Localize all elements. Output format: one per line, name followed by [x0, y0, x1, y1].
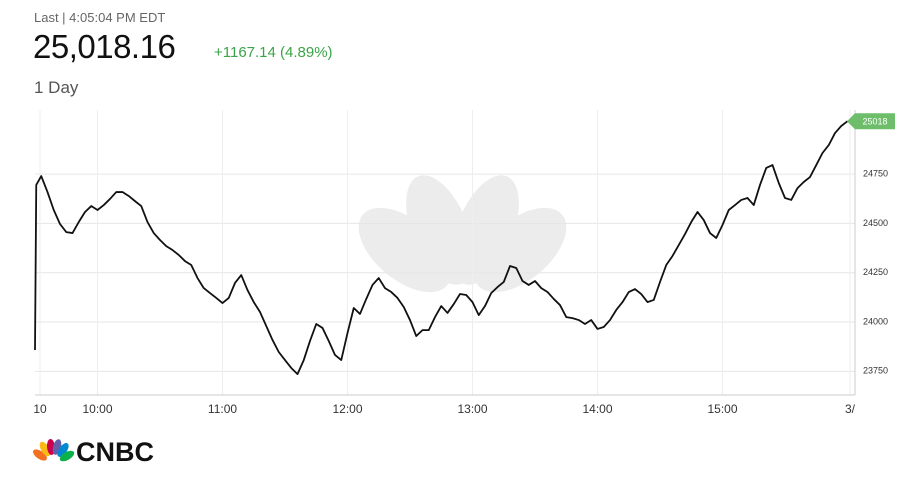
price: 25,018.16	[33, 28, 176, 65]
y-tick-label: 24000	[863, 316, 888, 326]
y-tick-label: 23750	[863, 366, 888, 376]
watermark	[358, 175, 567, 293]
x-tick-label: 15:00	[707, 402, 737, 416]
x-tick-label: 10	[33, 402, 47, 416]
y-tick-label: 24500	[863, 218, 888, 228]
price-line	[34, 120, 849, 375]
x-tick-label: 10:00	[82, 402, 112, 416]
last-value-label: 25018	[862, 117, 887, 127]
x-tick-label: 13:00	[457, 402, 487, 416]
x-tick-label: 11:00	[208, 402, 237, 416]
y-tick-label: 24250	[863, 267, 888, 277]
x-tick-label: 14:00	[582, 402, 612, 416]
timestamp: Last | 4:05:04 PM EDT	[34, 10, 166, 25]
x-tick-label: 3/	[845, 402, 856, 416]
logo-icon	[33, 439, 75, 462]
x-tick-label: 12:00	[332, 402, 362, 416]
last-value-badge	[847, 113, 895, 130]
logo-text: CNBC	[76, 437, 154, 467]
range: 1 Day	[34, 78, 79, 97]
change: +1167.14 (4.89%)	[214, 44, 333, 61]
y-tick-label: 24750	[863, 168, 888, 178]
